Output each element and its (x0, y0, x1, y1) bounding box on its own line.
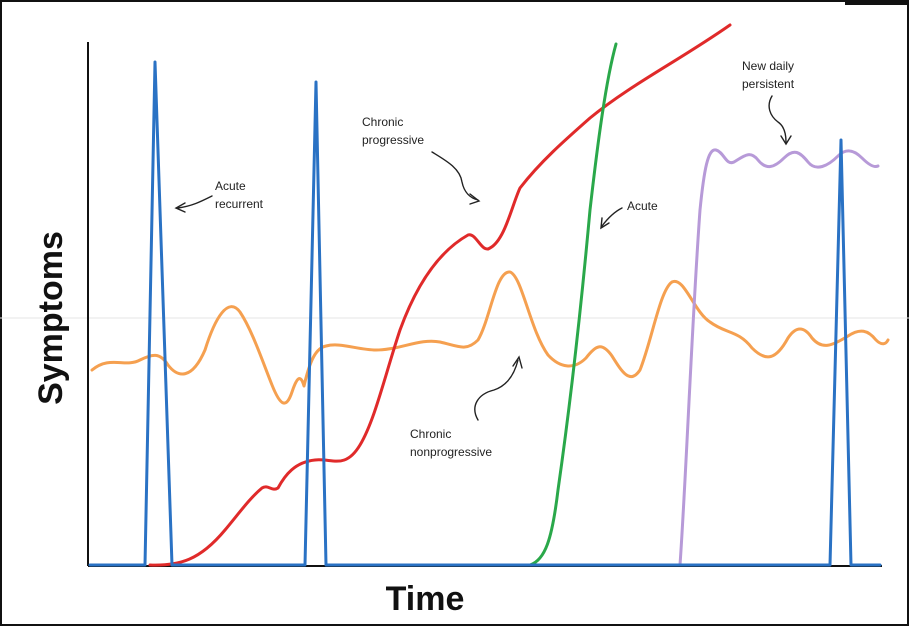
pointer-chronic-nonprogressive (474, 359, 519, 421)
annotation-acute-recurrent-line1: Acute (215, 179, 246, 193)
annotation-chronic-nonprogressive-line2: nonprogressive (410, 445, 492, 459)
pointer-acute-recurrent-head (174, 202, 186, 213)
annotation-chronic-progressive: Chronic progressive (362, 115, 481, 205)
annotation-chronic-progressive-line2: progressive (362, 133, 424, 147)
acute-curve (528, 42, 618, 567)
annotation-new-daily-persistent-line1: New daily (742, 59, 794, 73)
annotation-acute-recurrent: Acute recurrent (174, 179, 264, 213)
annotation-acute: Acute (600, 199, 658, 230)
annotation-chronic-nonprogressive: Chronic nonprogressive (410, 355, 523, 459)
pointer-chronic-progressive-head (469, 193, 481, 205)
pointer-chronic-progressive (431, 151, 479, 201)
pointer-new-daily-persistent (768, 95, 787, 143)
annotation-new-daily-persistent-line2: persistent (742, 77, 795, 91)
chronic-nonprogressive-curve (90, 270, 890, 405)
pointer-acute-head (600, 217, 610, 230)
pointer-new-daily-persistent-head (780, 135, 792, 146)
acute-recurrent-curve (88, 60, 882, 567)
annotation-new-daily-persistent: New daily persistent (742, 59, 795, 146)
x-axis-title: Time (386, 580, 465, 618)
pointer-acute (601, 207, 623, 227)
pointer-chronic-nonprogressive-head (512, 355, 523, 369)
annotation-chronic-nonprogressive-line1: Chronic (410, 427, 451, 441)
pointer-acute-recurrent (177, 195, 213, 209)
chronic-progressive-curve (148, 23, 732, 567)
y-axis-title: Symptoms (32, 231, 70, 405)
new-daily-persistent-curve (678, 148, 880, 567)
annotation-chronic-progressive-line1: Chronic (362, 115, 403, 129)
annotation-acute-line1: Acute (627, 199, 658, 213)
annotation-acute-recurrent-line2: recurrent (215, 197, 264, 211)
